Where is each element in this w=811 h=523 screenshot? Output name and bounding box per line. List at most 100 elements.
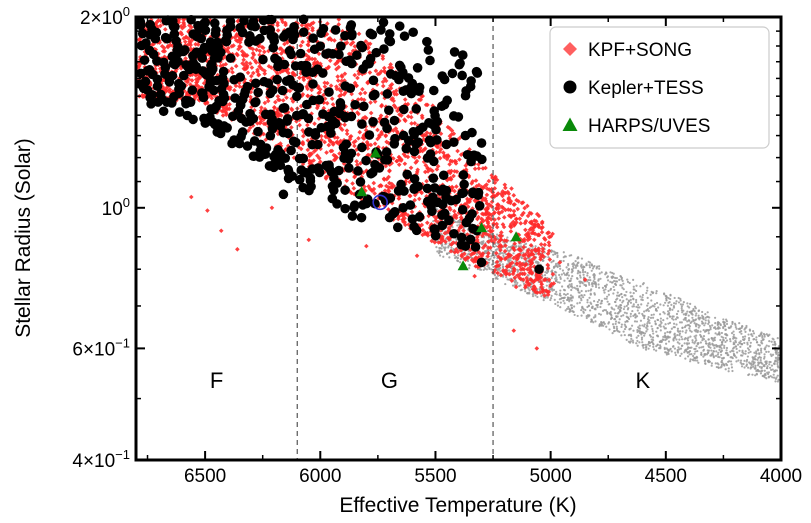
kpf-song-point [325,65,331,71]
kpf-song-point [434,142,440,148]
kpf-song-point [315,103,321,109]
series-3-point [456,257,459,260]
series-3-point [763,353,766,356]
series-3-point [501,275,505,278]
series-3-point [675,300,678,303]
kpf-song-point [499,204,505,210]
series-3-point [751,373,754,376]
series-3-point [687,336,690,339]
series-3-point [559,306,562,309]
series-3-point [583,293,586,297]
series-3-point [570,254,573,257]
kepler-tess-point [308,79,318,89]
kepler-tess-point [330,118,341,129]
series-3-point [504,282,507,286]
kpf-song-point [485,219,491,225]
kpf-song-point [300,133,306,139]
series-3-point [723,346,726,350]
series-3-point [597,298,601,302]
series-3-point [759,359,762,362]
series-3-point [739,342,742,345]
kpf-song-point [414,158,420,164]
series-3-point [686,302,689,305]
series-3-point [574,266,577,269]
series-3-point [589,309,592,312]
series-3-point [671,317,674,320]
kpf-song-point [280,19,285,25]
series-3-point [771,343,775,346]
kpf-song-point [262,68,267,74]
series-3-point [586,301,589,304]
series-3-point [732,342,735,346]
kpf-song-point [250,50,256,56]
series-3-point [651,336,655,339]
kpf-song-point [367,50,372,55]
series-3-point [678,321,682,324]
series-3-point [656,318,660,322]
kpf-song-point [352,72,358,78]
series-3-point [680,305,683,308]
series-3-point [744,352,747,355]
series-3-point [626,278,629,281]
kpf-song-point [425,169,431,174]
kpf-song-point [389,181,395,187]
kpf-song-point [243,53,249,59]
series-3-point [753,337,756,341]
kpf-song-point [380,83,386,89]
series-3-point [725,349,728,352]
series-3-point [643,323,646,326]
series-3-point [692,354,695,358]
kpf-song-point [395,108,400,114]
series-3-point [720,363,723,367]
series-3-point [770,368,773,371]
series-3-point [566,277,569,280]
kpf-song-point [503,207,508,213]
kpf-song-point [418,145,423,151]
series-3-point [758,353,761,356]
kpf-song-point [535,222,541,227]
kpf-song-point [465,198,471,204]
kpf-song-point [452,188,457,194]
series-3-point [776,360,779,364]
series-3-point [580,294,583,297]
series-3-point [638,312,641,315]
kpf-song-point [439,236,445,241]
kpf-song-point [364,139,370,145]
kpf-song-point [492,186,498,191]
kpf-song-point [341,92,347,97]
series-3-point [749,367,752,370]
kpf-song-point [253,60,259,65]
series-3-point [735,360,738,363]
series-3-point [625,338,628,341]
series-3-point [554,279,557,282]
series-3-point [758,344,762,347]
series-3-point [592,316,596,319]
series-3-point [664,338,667,342]
kepler-tess-point [347,211,358,221]
series-3-point [651,329,654,333]
kpf-song-point [508,207,513,213]
kpf-song-point [409,121,414,126]
series-3-point [760,366,763,369]
series-3-point [747,339,751,342]
series-3-point [586,305,589,309]
series-3-point [678,342,681,345]
series-3-point [693,335,696,338]
series-3-point [720,357,724,360]
series-3-point [590,306,593,309]
series-3-point [535,252,538,256]
series-3-point [659,303,662,306]
series-3-point [640,333,643,336]
kepler-tess-point [470,242,481,252]
kpf-song-point [542,242,548,248]
kpf-song-point [178,23,184,29]
series-3-point [635,320,639,323]
series-3-point [665,353,668,356]
series-3-point [570,304,573,307]
series-3-point [614,322,617,326]
kpf-song-point [354,147,360,152]
series-3-point [727,367,730,370]
series-3-point [570,307,574,310]
series-3-point [568,283,571,286]
series-3-point [587,289,590,292]
